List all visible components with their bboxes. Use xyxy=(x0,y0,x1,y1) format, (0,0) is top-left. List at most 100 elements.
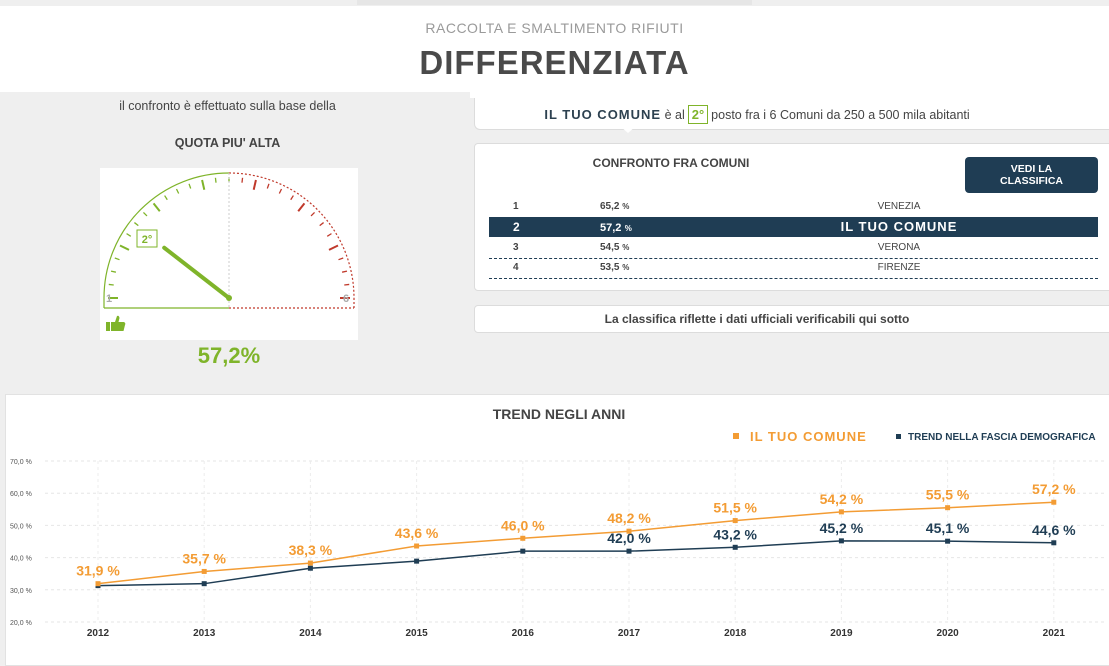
gauge-tick xyxy=(108,283,114,286)
gauge-tick xyxy=(326,233,332,237)
row-value-number: 65,2 xyxy=(600,201,620,212)
series-point[interactable] xyxy=(732,544,738,550)
page-subtitle: RACCOLTA E SMALTIMENTO RIFIUTI xyxy=(425,20,684,36)
series-point[interactable] xyxy=(307,565,313,571)
series-point[interactable] xyxy=(838,538,844,544)
series-point[interactable] xyxy=(945,505,951,511)
chart-grid xyxy=(45,460,1104,623)
series-point[interactable] xyxy=(520,548,526,554)
series-point[interactable] xyxy=(307,560,313,566)
gauge-tick xyxy=(152,202,161,212)
data-label: 46,0 % xyxy=(501,517,545,533)
x-tick-label: 2021 xyxy=(1043,628,1066,639)
x-tick-label: 2015 xyxy=(405,628,428,639)
brand-label: IL TUO COMUNE xyxy=(544,107,662,122)
gauge-tick xyxy=(338,257,344,261)
gauge: 2° 1 6 xyxy=(103,172,355,331)
rank-card xyxy=(474,98,1109,130)
series-line-trend xyxy=(97,540,1054,587)
series-point[interactable] xyxy=(626,548,632,554)
note-card[interactable] xyxy=(474,305,1109,333)
series-point[interactable] xyxy=(414,543,420,549)
series-point[interactable] xyxy=(838,509,844,515)
row-rank: 1 xyxy=(513,201,519,212)
x-axis-ticks: 2012 2013 2014 2015 2016 2017 2018 2019 2020 2021 xyxy=(87,628,1065,639)
series-point[interactable] xyxy=(414,558,420,564)
series-point[interactable] xyxy=(201,581,207,587)
y-tick-label: 40,0 % xyxy=(10,556,32,563)
x-tick-label: 2020 xyxy=(936,628,959,639)
gauge-position-label: 2° xyxy=(142,234,153,246)
data-label: 35,7 % xyxy=(182,550,226,566)
data-label: 38,3 % xyxy=(289,542,333,558)
gauge-tick xyxy=(114,257,120,261)
view-ranking-label: VEDI LA CLASSIFICA xyxy=(1000,163,1063,187)
quota-label: QUOTA PIU' ALTA xyxy=(174,136,281,150)
row-value-unit: % xyxy=(622,263,630,272)
chart-series: 42,0 % 43,2 % 45,2 % 45,1 % 44,6 % 31,9 % 35,7… xyxy=(76,481,1076,589)
chart-legend: IL TUO COMUNE TREND NELLA FASCIA DEMOGRA… xyxy=(733,429,1096,444)
series-point[interactable] xyxy=(945,538,951,544)
gauge-card: 2° 1 6 xyxy=(100,168,358,340)
rank-pre: è al xyxy=(664,108,685,122)
your-value: 57,2% xyxy=(197,343,261,368)
gauge-tick xyxy=(126,233,132,237)
gauge-tick xyxy=(290,195,294,201)
series-point[interactable] xyxy=(1051,499,1057,505)
row-rank: 3 xyxy=(513,242,519,253)
x-tick-label: 2018 xyxy=(724,628,747,639)
gauge-arc-active xyxy=(103,172,230,299)
gauge-tick xyxy=(319,222,325,227)
data-label: 31,9 % xyxy=(76,563,120,579)
series-point[interactable] xyxy=(95,581,101,587)
y-tick-label: 60,0 % xyxy=(10,491,32,498)
x-tick-label: 2019 xyxy=(830,628,853,639)
gauge-max-label: 6 xyxy=(343,293,349,305)
row-value: 54,5 % xyxy=(600,242,629,253)
view-ranking-button[interactable]: VEDI LA CLASSIFICA xyxy=(965,157,1098,193)
row-city: VERONA xyxy=(877,242,921,253)
row-city: VENEZIA xyxy=(877,201,921,212)
ranking-row: 1 65,2 % VENEZIA xyxy=(489,197,1098,217)
x-tick-label: 2017 xyxy=(618,628,641,639)
gauge-position-box xyxy=(136,229,158,248)
gauge-tick xyxy=(164,195,168,201)
row-city: FIRENZE xyxy=(877,262,921,273)
series-line-comune xyxy=(97,501,1054,585)
series-point[interactable] xyxy=(732,518,738,524)
row-value-number: 57,2 xyxy=(600,222,622,234)
series-point[interactable] xyxy=(1051,540,1057,546)
gauge-tick xyxy=(344,283,350,286)
row-rank: 2 xyxy=(513,220,520,234)
series-point[interactable] xyxy=(201,568,207,574)
row-value: 57,2 % xyxy=(600,220,632,234)
rank-post: posto fra i 6 Comuni da 250 a 500 mila a… xyxy=(711,108,970,122)
header xyxy=(0,0,1109,98)
data-label: 54,2 % xyxy=(820,491,864,507)
gauge-tick xyxy=(328,244,339,251)
gauge-tick xyxy=(119,244,130,251)
gauge-tick xyxy=(133,222,139,227)
data-label: 48,2 % xyxy=(607,510,651,526)
trend-card xyxy=(5,394,1109,666)
gauge-tick xyxy=(310,211,316,217)
row-divider xyxy=(489,258,1098,259)
page-title: DIFFERENZIATA xyxy=(419,44,690,81)
data-label: 57,2 % xyxy=(1032,481,1076,497)
gauge-tick xyxy=(341,270,348,273)
header-shadow xyxy=(0,92,470,98)
legend-marker-trend xyxy=(896,434,901,439)
series-point[interactable] xyxy=(626,528,632,534)
y-tick-label: 20,0 % xyxy=(10,620,32,627)
top-bar xyxy=(357,0,752,5)
gauge-tick xyxy=(214,177,217,183)
row-value: 65,2 % xyxy=(600,201,629,212)
ranking-row-highlight: 2 57,2 % IL TUO COMUNE xyxy=(489,217,1098,237)
series-point[interactable] xyxy=(520,535,526,541)
rank-sentence: IL TUO COMUNE è al 2° posto fra i 6 Comuni… xyxy=(474,105,1040,124)
gauge-tick xyxy=(252,179,257,191)
legend-label-comune: IL TUO COMUNE xyxy=(750,429,867,444)
data-label: 45,2 % xyxy=(820,520,864,536)
gauge-tick xyxy=(142,211,148,217)
gauge-tick xyxy=(241,177,244,183)
